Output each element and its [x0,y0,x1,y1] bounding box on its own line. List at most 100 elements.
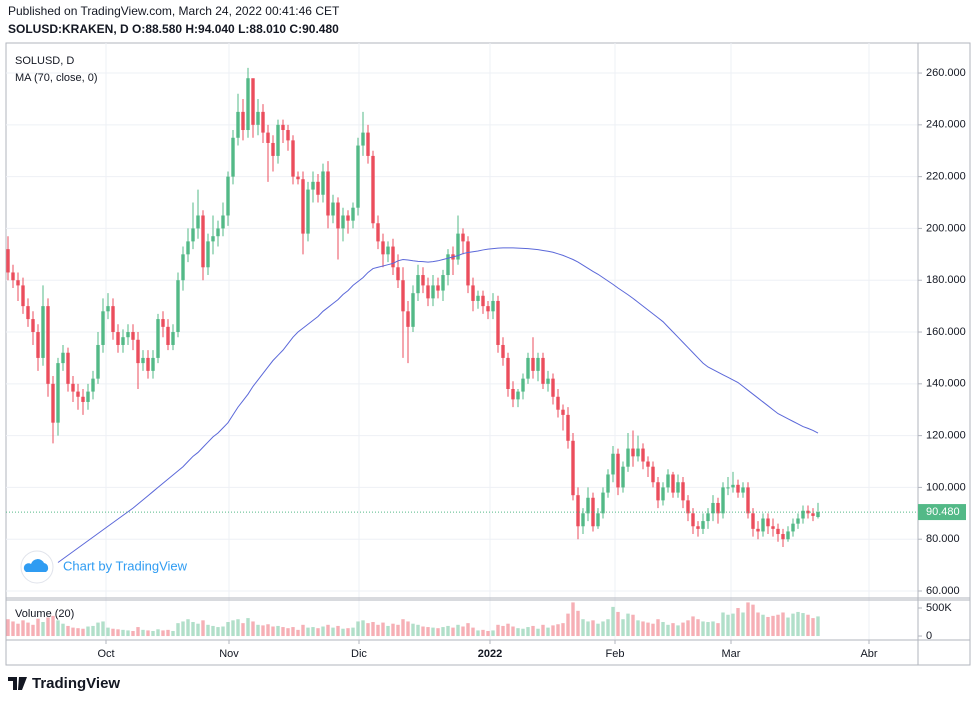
candle-body [661,487,665,501]
candle-body [681,482,685,501]
volume-bar [191,622,195,637]
candle-body [406,311,410,327]
volume-bar [46,617,50,637]
axes: 60.000 80.000 100.000 120.000 140.000 160.000… [97,67,966,660]
candle-body [801,510,805,519]
volume-bar [201,620,205,637]
volume-bar [296,629,300,637]
candle-body [86,391,90,402]
volume-bar [596,623,600,637]
volume-bar [116,629,120,637]
volume-bar [436,628,440,637]
candle-body [211,236,215,242]
volume-bar [356,621,360,637]
volume-bar [466,623,470,637]
volume-bar [181,621,185,637]
candle-body [581,513,585,527]
volume-bar [231,620,235,637]
x-tick-label: Nov [219,648,239,660]
candle-body [446,254,450,276]
volume-bar [586,621,590,637]
candle-body [761,518,765,532]
volume-bar [711,621,715,637]
candle-body [391,246,395,268]
candle-body [621,466,625,488]
candle-body [676,482,680,493]
volume-bar [536,628,540,637]
volume-bar [506,623,510,637]
volume-bar [361,620,365,637]
volume-bar [796,611,800,637]
volume-bar [481,629,485,637]
volume-bar [241,623,245,637]
volume-bar [186,619,190,637]
candle-body [356,145,360,208]
volume-bar [761,614,765,637]
volume-bar [301,624,305,637]
candle-body [611,453,615,475]
volume-bar [271,626,275,637]
candle-body [551,378,555,397]
volume-bar [666,624,670,637]
volume-bar [726,614,730,637]
candle-body [811,513,815,516]
volume-bar [736,608,740,637]
volume-bar [446,625,450,637]
candle-body [381,241,385,255]
candle-body [586,497,590,514]
x-tick-label: 2022 [478,648,502,660]
candle-body [351,207,355,221]
candle-body [191,228,195,242]
candle-body [201,215,205,268]
candle-body [461,233,465,242]
candle-body [56,363,60,423]
candle-body [66,352,70,384]
ma-line [57,247,819,563]
candle-body [476,295,480,301]
candle-body [541,357,545,384]
volume-bar [221,626,225,637]
candle-body [691,513,695,527]
volume-bar [551,625,555,637]
volume-tick-label: 500K [926,602,952,614]
volume-bar [616,611,620,637]
candle-body [176,280,180,333]
volume-bar [516,628,520,637]
volume-bar [591,620,595,637]
volume-bar [541,624,545,637]
volume-bar [341,628,345,637]
candle-body [536,357,540,371]
volume-bar [156,629,160,637]
candle-body [101,311,105,345]
volume-bar [456,624,460,637]
volume-bar [76,628,80,637]
volume-bar [66,625,70,637]
candle-body [186,241,190,255]
volume-bar [146,630,150,637]
y-tick-label: 260.000 [926,67,966,79]
candle-body [231,137,235,177]
candle-body [296,176,300,180]
candle-body [511,389,515,400]
volume-bar [581,619,585,637]
candle-body [31,319,35,333]
volume-bar [601,621,605,637]
volume-bar [531,625,535,637]
candle-body [286,130,290,141]
candle-body [326,171,330,216]
volume-bar [621,619,625,637]
watermark-text[interactable]: Chart by TradingView [63,558,188,573]
brand-text[interactable]: TradingView [32,675,120,692]
volume-bar [171,630,175,637]
volume-bar [396,624,400,637]
candle-body [111,306,115,333]
candle-body [61,352,65,364]
volume-bar [731,613,735,637]
volume-bar [331,627,335,637]
candle-body [631,448,635,457]
candle-body [371,155,375,224]
candle-body [216,228,220,237]
volume-bar [31,624,35,637]
candle-body [6,249,10,273]
volume-bar [106,627,110,637]
